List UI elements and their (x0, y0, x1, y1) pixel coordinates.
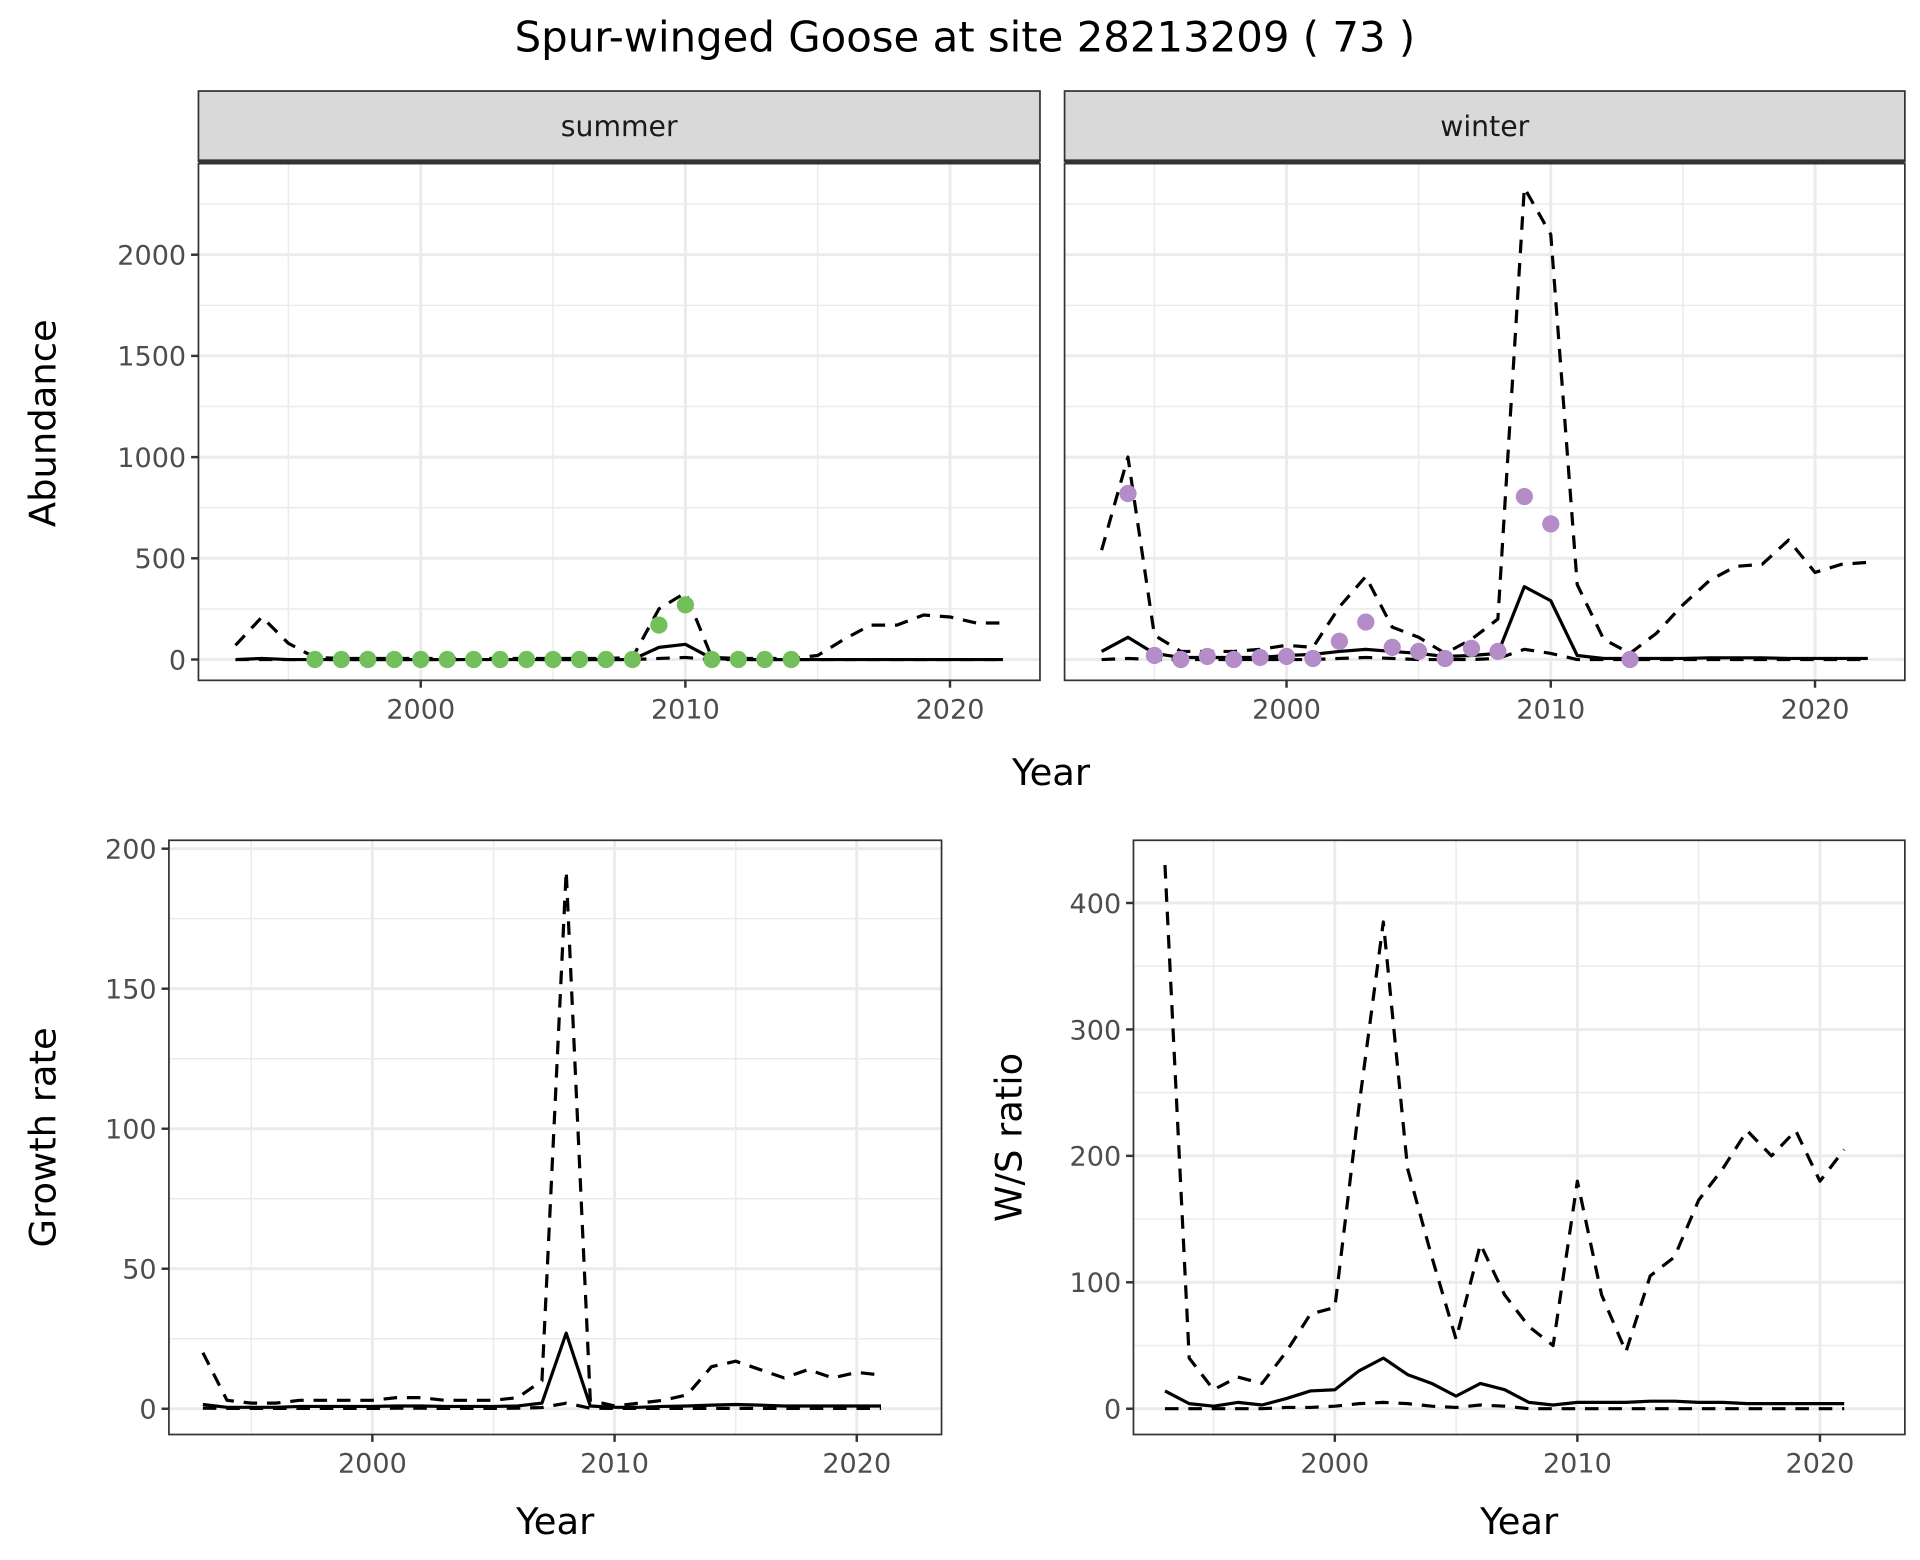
x-tick-label: 2020 (1781, 694, 1850, 725)
series-line-lower (1164, 1400, 1845, 1411)
data-point (570, 650, 589, 669)
data-point (517, 650, 536, 669)
data-point (623, 650, 642, 669)
top-y-axis-title: Abundance (22, 319, 65, 527)
y-tick-label: 400 (1070, 889, 1122, 920)
data-point (438, 650, 456, 669)
series-line-estimate (202, 1331, 882, 1409)
data-point (1621, 650, 1639, 669)
data-point (1172, 650, 1190, 669)
facet-strip-label: summer (561, 110, 678, 143)
plot-background (1133, 840, 1905, 1435)
y-tick-label: 1500 (117, 342, 186, 373)
series-line-upper (201, 869, 882, 1408)
series-line-estimate (1164, 1356, 1845, 1408)
x-tick-label: 2010 (1516, 694, 1585, 725)
series-line-upper (1100, 186, 1868, 656)
data-point (1225, 650, 1243, 669)
data-point (1330, 632, 1348, 650)
top-x-axis-title: Year (1011, 751, 1091, 794)
y-tick-label: 200 (1070, 1142, 1122, 1173)
chart-title: Spur-winged Goose at site 28213209 ( 73 … (515, 13, 1416, 62)
data-point (332, 650, 350, 669)
facet-strip (1063, 90, 1906, 163)
panel-border (168, 839, 943, 1436)
y-axis-title: Growth rate (22, 1027, 65, 1247)
plot-background (1064, 163, 1905, 681)
data-point (544, 650, 562, 669)
data-point (1515, 487, 1533, 506)
data-point (1410, 642, 1428, 661)
x-tick-label: 2000 (1300, 1449, 1369, 1480)
plot-background (198, 163, 1040, 681)
y-tick-label: 200 (105, 835, 157, 866)
x-tick-label: 2020 (916, 694, 985, 725)
y-tick-label: 2000 (117, 241, 186, 272)
panel-border (197, 162, 1041, 682)
data-point (385, 650, 403, 669)
panel-summer: 2000 2010 2020 0 500 1000 1500 2000 summer (117, 90, 1041, 725)
data-point (1198, 647, 1216, 666)
data-point (729, 650, 747, 669)
panel-border (1132, 839, 1906, 1436)
data-point (597, 650, 615, 669)
y-tick-label: 0 (169, 645, 186, 676)
series-line-upper (1163, 864, 1846, 1392)
data-point (1436, 649, 1454, 668)
plot-background (168, 840, 942, 1435)
data-point (782, 650, 800, 669)
data-point (1145, 646, 1164, 665)
panel-winter: 2000 2010 2020 winter (1063, 90, 1906, 725)
panel-growth: 2000 2010 2020 0 50 100 150 200 Year Growth rate (22, 835, 943, 1543)
x-axis-title: Year (1479, 1500, 1559, 1543)
data-point (1119, 484, 1137, 503)
facet-strip-label: winter (1440, 110, 1529, 143)
data-point (650, 616, 668, 634)
data-point (703, 650, 721, 669)
data-point (1383, 638, 1401, 656)
x-tick-label: 2020 (822, 1449, 891, 1480)
y-axis-title: W/S ratio (988, 1053, 1031, 1222)
data-point (359, 650, 377, 669)
data-point (491, 650, 509, 669)
y-tick-label: 0 (1104, 1395, 1121, 1426)
y-tick-label: 0 (139, 1395, 156, 1426)
x-tick-label: 2000 (1252, 694, 1321, 725)
panel-ws: 2000 2010 2020 0 100 200 300 400 Year W/S ratio (988, 839, 1906, 1543)
panel-border (1063, 162, 1906, 682)
data-point (756, 650, 774, 669)
x-axis-title: Year (515, 1500, 595, 1543)
y-tick-label: 1000 (117, 443, 186, 474)
data-point (306, 650, 324, 669)
y-tick-label: 150 (105, 975, 157, 1006)
data-point (412, 650, 430, 669)
series-line-lower (202, 1401, 882, 1411)
x-tick-label: 2020 (1786, 1449, 1855, 1480)
data-point (1277, 647, 1296, 666)
y-tick-label: 300 (1070, 1015, 1122, 1046)
x-tick-label: 2000 (386, 694, 455, 725)
y-tick-label: 50 (122, 1255, 156, 1286)
x-tick-label: 2010 (651, 694, 720, 725)
y-tick-label: 100 (1070, 1268, 1122, 1299)
data-point (676, 596, 694, 614)
x-tick-label: 2010 (1543, 1449, 1612, 1480)
data-point (1542, 515, 1560, 533)
facet-strip (197, 90, 1041, 163)
x-tick-label: 2010 (580, 1449, 649, 1480)
data-point (1304, 649, 1322, 668)
x-tick-label: 2000 (338, 1449, 407, 1480)
data-point (1251, 648, 1269, 667)
data-point (1489, 642, 1507, 661)
y-tick-label: 500 (135, 544, 187, 575)
data-point (1357, 613, 1375, 631)
data-point (1462, 639, 1481, 657)
y-tick-label: 100 (105, 1115, 157, 1146)
data-point (465, 650, 483, 669)
